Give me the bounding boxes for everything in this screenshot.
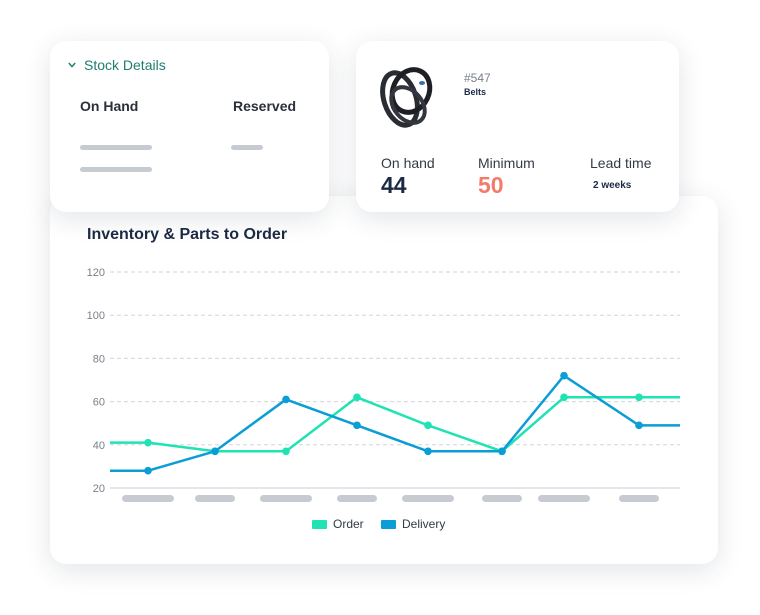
x-category-placeholder [337, 495, 377, 502]
y-tick-label: 120 [87, 267, 105, 279]
belt-image [380, 67, 433, 128]
stock-details-toggle[interactable]: Stock Details [68, 57, 166, 73]
legend-item-delivery: Delivery [381, 517, 445, 531]
order-data-point [424, 421, 432, 430]
chart-title: Inventory & Parts to Order [87, 226, 288, 243]
legend-item-order: Order [312, 517, 364, 531]
on-hand-label: On hand [381, 155, 435, 171]
x-category-placeholder [538, 495, 590, 502]
part-number: #547 [464, 71, 491, 85]
chevron-down-icon [68, 62, 76, 68]
on-hand-placeholder-line [80, 145, 152, 150]
stock-details-title: Stock Details [84, 57, 166, 73]
delivery-data-point [353, 421, 361, 430]
y-tick-label: 60 [93, 397, 105, 409]
reserved-placeholder-line [231, 145, 263, 150]
x-category-placeholder [122, 495, 174, 502]
y-tick-label: 40 [93, 440, 105, 452]
delivery-data-point [424, 447, 432, 456]
delivery-data-point [560, 371, 568, 380]
delivery-data-point [498, 447, 506, 456]
on-hand-value: 44 [381, 172, 407, 198]
order-data-point [282, 447, 290, 456]
order-data-point [635, 393, 643, 402]
lead-time-value: 2 weeks [593, 180, 632, 191]
delivery-data-point [635, 421, 643, 430]
reserved-column-header: Reserved [233, 98, 297, 114]
x-category-placeholder [619, 495, 659, 502]
y-tick-label: 80 [93, 353, 105, 365]
on-hand-column-header: On Hand [80, 98, 139, 114]
inventory-line-chart: 20 40 60 80 100 120 [87, 267, 680, 502]
minimum-label: Minimum [478, 155, 535, 171]
order-legend-label: Order [333, 517, 364, 531]
delivery-data-point [144, 466, 152, 475]
on-hand-placeholder-line [80, 167, 152, 172]
order-legend-swatch [312, 519, 327, 529]
minimum-value: 50 [478, 172, 504, 198]
part-item-card: #547 Belts On hand 44 Minimum 50 Lead ti… [356, 41, 679, 212]
x-category-placeholder [402, 495, 454, 502]
y-tick-label: 100 [87, 310, 105, 322]
order-data-point [353, 393, 361, 402]
lead-time-label: Lead time [590, 155, 652, 171]
delivery-legend-swatch [381, 519, 396, 529]
x-category-placeholder [260, 495, 312, 502]
order-data-point [144, 438, 152, 447]
x-category-placeholder [482, 495, 522, 502]
delivery-data-point [282, 395, 290, 404]
part-name: Belts [464, 87, 487, 97]
delivery-series-line [110, 374, 680, 472]
order-data-point [560, 393, 568, 402]
delivery-data-point [211, 447, 219, 456]
delivery-legend-label: Delivery [402, 517, 446, 531]
y-tick-label: 20 [93, 483, 105, 495]
x-category-placeholder [195, 495, 235, 502]
inventory-chart-card: Inventory & Parts to Order 20 40 60 80 100 12… [50, 196, 718, 564]
stock-details-card: Stock Details On Hand Reserved [50, 41, 329, 212]
order-series-line [110, 396, 680, 453]
